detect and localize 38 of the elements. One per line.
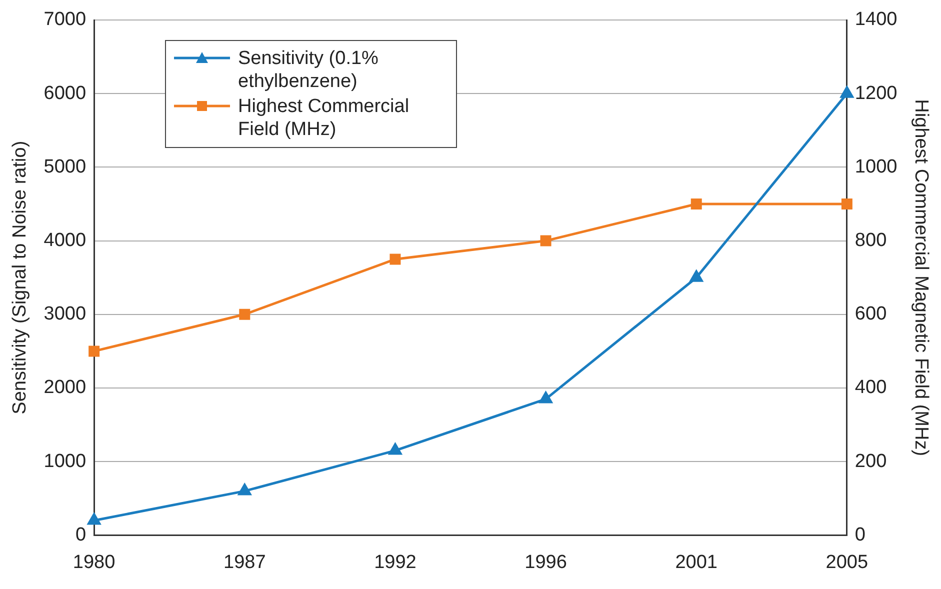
- y2-tick-label: 1200: [854, 82, 898, 104]
- x-tick-label: 2005: [826, 552, 868, 573]
- y-tick-label: 1000: [44, 450, 86, 472]
- y2-tick-label: 1000: [854, 156, 898, 178]
- point: [239, 308, 250, 320]
- point: [390, 254, 401, 265]
- point: [840, 86, 854, 98]
- y-tick-label: 4000: [44, 230, 86, 252]
- y-tick-label: 3000: [44, 304, 86, 325]
- x-tick-label: 1996: [524, 552, 567, 573]
- point: [88, 513, 101, 525]
- y2-tick-label: 0: [854, 524, 866, 546]
- y-tick-label: 5000: [44, 156, 86, 178]
- y-axis-title: Sensitivity (Signal to Noise ratio): [10, 140, 31, 414]
- point: [690, 198, 702, 210]
- y-tick-label: 0: [75, 524, 86, 546]
- legend-label: Sensitivity (0.1% ethylbenzene): [238, 47, 380, 93]
- point: [388, 443, 402, 455]
- y2-tick-label: 200: [854, 450, 887, 472]
- y2-axis-title: Highest Commercial Magnetic Field (MHz): [910, 99, 932, 456]
- point: [88, 346, 100, 357]
- x-tick-label: 1987: [224, 552, 266, 573]
- x-tick-label: 1980: [72, 552, 116, 573]
- point: [540, 235, 552, 246]
- point: [539, 392, 552, 404]
- point: [841, 198, 852, 210]
- point: [690, 270, 703, 282]
- y-tick-label: 6000: [44, 82, 86, 104]
- y-tick-label: 7000: [44, 9, 86, 30]
- x-tick-label: 2001: [675, 552, 718, 573]
- y2-tick-label: 400: [854, 377, 887, 398]
- point: [238, 484, 252, 496]
- y2-tick-label: 600: [854, 304, 887, 325]
- y2-tick-label: 800: [854, 230, 887, 252]
- x-tick-label: 1992: [374, 552, 416, 573]
- y-tick-label: 2000: [44, 377, 86, 398]
- legend-label: Highest Commercial Field (MHz): [238, 95, 410, 141]
- y2-tick-label: 1400: [854, 9, 898, 30]
